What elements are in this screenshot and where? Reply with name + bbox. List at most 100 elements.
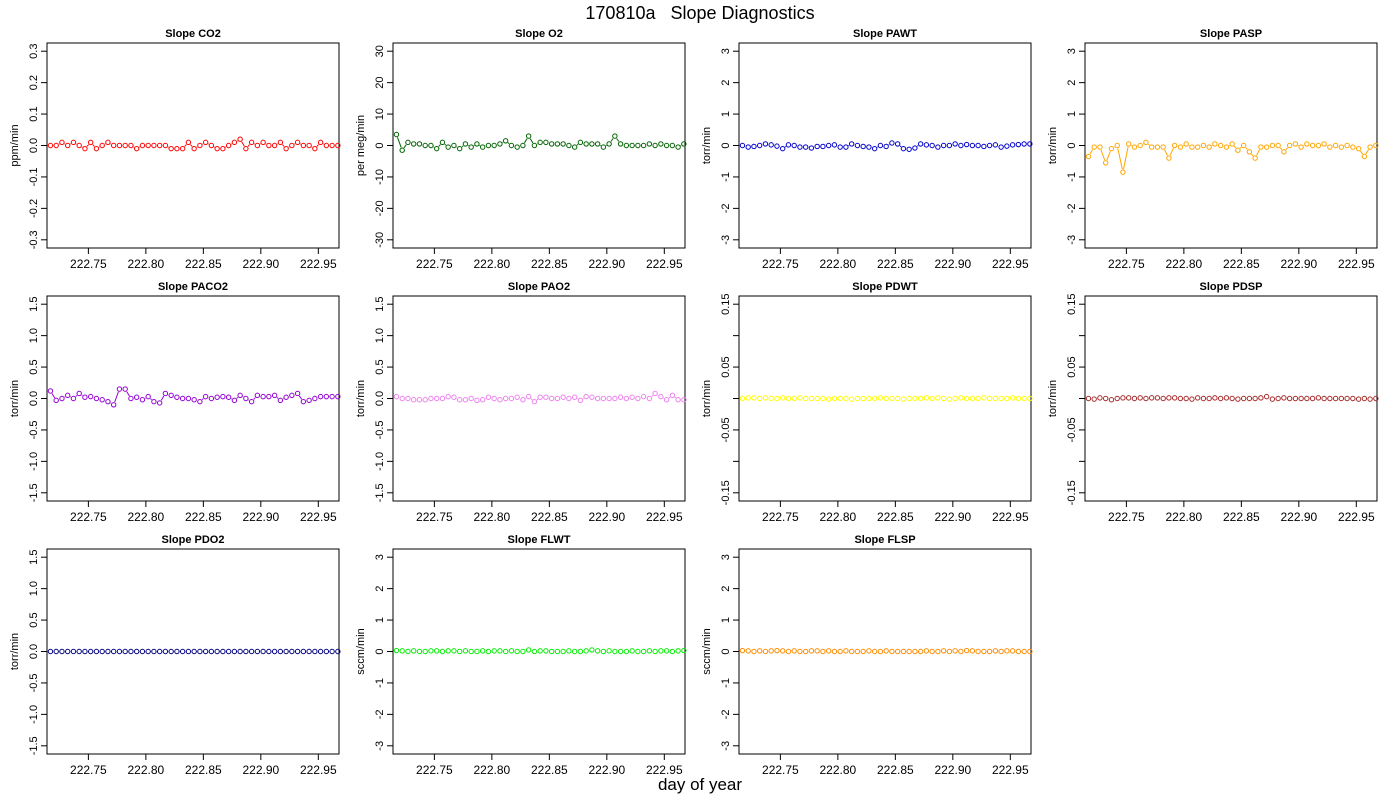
data-point [117, 649, 121, 653]
data-point [1092, 397, 1096, 401]
data-point [775, 144, 779, 148]
data-point [157, 649, 161, 653]
x-tick-label: 222.90 [1280, 510, 1317, 524]
data-point [970, 143, 974, 147]
data-point [1230, 142, 1234, 146]
data-point [515, 395, 519, 399]
series-line-segment [237, 397, 238, 398]
data-point [255, 649, 259, 653]
data-point [659, 394, 663, 398]
data-point [486, 143, 490, 147]
y-tick-label: 3 [1066, 48, 1078, 54]
data-point [330, 143, 334, 147]
data-point [1276, 143, 1280, 147]
data-point [434, 396, 438, 400]
data-point [475, 142, 479, 146]
data-point [1184, 396, 1188, 400]
x-tick-label: 222.95 [992, 257, 1029, 271]
data-point [77, 143, 81, 147]
data-point [815, 144, 819, 148]
data-point [561, 142, 565, 146]
data-point [792, 396, 796, 400]
data-point [111, 649, 115, 653]
data-point [307, 143, 311, 147]
data-point [959, 143, 963, 147]
y-tick-label: 1.5 [374, 297, 386, 312]
data-point [457, 649, 461, 653]
data-point [290, 393, 294, 397]
x-tick-label: 222.90 [242, 257, 279, 271]
data-point [515, 649, 519, 653]
data-point [492, 396, 496, 400]
panel-title: Slope PDSP [1200, 281, 1263, 293]
x-tick-label: 222.80 [474, 510, 511, 524]
data-point [670, 393, 674, 397]
y-tick-label: 0.5 [374, 359, 386, 374]
series-line-segment [1257, 150, 1260, 156]
data-point [106, 140, 110, 144]
data-point [913, 146, 917, 150]
x-tick-label: 222.95 [300, 257, 337, 271]
data-point [440, 396, 444, 400]
data-point [123, 649, 127, 653]
series-line-segment [397, 137, 401, 147]
data-point [578, 140, 582, 144]
data-point [111, 403, 115, 407]
data-point [1293, 142, 1297, 146]
data-point [999, 396, 1003, 400]
series-line-segment [1118, 148, 1122, 169]
data-point [1236, 397, 1240, 401]
y-tick-label: 1 [374, 617, 386, 623]
data-point [249, 649, 253, 653]
data-point [786, 143, 790, 147]
data-point [584, 649, 588, 653]
data-point [278, 398, 282, 402]
data-point [215, 146, 219, 150]
data-point [175, 649, 179, 653]
y-tick-label: 1 [1066, 111, 1078, 117]
y-tick-label: 0.15 [720, 293, 732, 314]
data-point [861, 144, 865, 148]
data-point [146, 394, 150, 398]
data-point [261, 649, 265, 653]
data-point [249, 140, 253, 144]
y-tick-label: -2 [720, 203, 732, 213]
data-point [1322, 396, 1326, 400]
y-axis-label: torr/min [701, 380, 713, 417]
data-point [1282, 150, 1286, 154]
x-tick-label: 222.85 [1223, 257, 1260, 271]
series-line-segment [1251, 154, 1253, 156]
data-point [976, 143, 980, 147]
x-tick-label: 222.75 [70, 257, 107, 271]
y-tick-label: -0.15 [1066, 480, 1078, 505]
data-point [769, 649, 773, 653]
data-point [163, 391, 167, 395]
data-point [740, 648, 744, 652]
data-point [913, 396, 917, 400]
y-tick-label: 2 [720, 80, 732, 86]
y-tick-label: -0.05 [1066, 417, 1078, 442]
data-point [284, 146, 288, 150]
data-point [469, 396, 473, 400]
panel-title: Slope PDO2 [162, 534, 225, 546]
data-point [549, 142, 553, 146]
data-point [890, 396, 894, 400]
series-line-segment [150, 399, 151, 400]
data-point [186, 140, 190, 144]
data-point [457, 398, 461, 402]
y-tick-label: -0.5 [374, 420, 386, 439]
data-point [60, 140, 64, 144]
data-point [1115, 143, 1119, 147]
data-point [676, 145, 680, 149]
data-point [111, 143, 115, 147]
data-point [809, 396, 813, 400]
data-point [295, 391, 299, 395]
data-point [607, 142, 611, 146]
data-point [192, 146, 196, 150]
data-point [740, 143, 744, 147]
data-point [1328, 145, 1332, 149]
data-point [987, 143, 991, 147]
